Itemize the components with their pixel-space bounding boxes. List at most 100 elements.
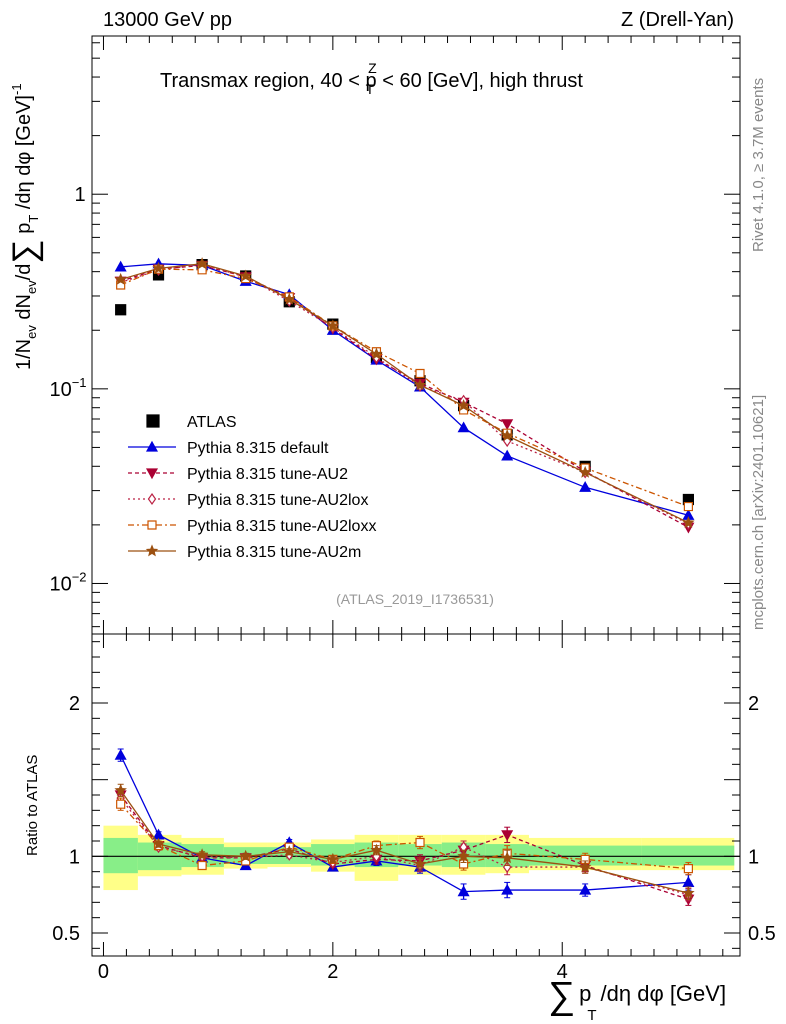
series-2-ratio-line xyxy=(120,797,689,896)
xlabel-sum: ∑ xyxy=(548,975,575,1017)
x-axis-label: ∑ p T/dη dφ [GeV] xyxy=(548,975,726,1024)
series-3-ratio-line xyxy=(120,803,689,870)
atlas-data-point xyxy=(115,304,127,316)
ylabel-d: p xyxy=(13,223,35,240)
series-3-line xyxy=(120,268,689,508)
series-4-ratio-line xyxy=(120,790,689,894)
series-0-point xyxy=(501,449,514,461)
ylabel-ev2: ev xyxy=(24,280,39,294)
title-part-a: Transmax region, 40 < p xyxy=(160,70,377,92)
ratio-tick-label-left: 1 xyxy=(69,846,80,868)
series-1-point xyxy=(501,419,514,431)
xlabel-p: p xyxy=(579,981,591,1006)
series-1-line xyxy=(120,264,689,528)
uncertainty-band-inner xyxy=(103,837,138,874)
legend-label-series-2: Pythia 8.315 tune-AU2lox xyxy=(187,492,368,509)
ylabel-sup: -1 xyxy=(9,83,24,95)
ylabel-c: /d xyxy=(13,264,35,281)
series-4-point xyxy=(114,272,127,285)
y-tick-label: 10−2 xyxy=(49,569,86,595)
series-4-ratio-point xyxy=(457,849,470,862)
uncertainty-band-inner xyxy=(641,845,735,866)
title-sup: Z xyxy=(368,60,377,76)
legend-label-atlas: ATLAS xyxy=(187,414,237,431)
series-0-point xyxy=(114,260,127,272)
x-tick-label: 2 xyxy=(327,961,338,983)
series-4-point xyxy=(152,261,165,274)
ratio-tick-label-right: 2 xyxy=(748,693,759,715)
series-4-ratio-point xyxy=(578,860,592,873)
legend-marker-series-2 xyxy=(147,492,157,506)
legend-marker-atlas xyxy=(146,414,160,428)
series-4-ratio-point xyxy=(195,848,209,861)
mcplots-label: mcplots.cern.ch [arXiv:2401.10621] xyxy=(750,395,767,630)
legend-marker-series-3 xyxy=(147,520,157,530)
series-4-ratio-point xyxy=(283,845,296,858)
rivet-label: Rivet 4.1.0, ≥ 3.7M events xyxy=(750,78,767,252)
series-0-ratio-line xyxy=(120,754,689,893)
legend-label-series-4: Pythia 8.315 tune-AU2m xyxy=(187,544,361,561)
series-4-line xyxy=(120,263,689,524)
ratio-tick-label-right: 1 xyxy=(748,846,759,868)
series-4-ratio-point xyxy=(152,837,165,850)
series-1-ratio-point xyxy=(501,830,514,842)
series-0-point xyxy=(457,421,470,433)
series-4-point xyxy=(283,292,296,305)
series-4-ratio-point xyxy=(370,843,383,856)
xlabel-rest: /dη dφ [GeV] xyxy=(601,981,727,1006)
series-4-ratio-point xyxy=(114,783,127,796)
header-left: 13000 GeV pp xyxy=(103,9,232,31)
title-part-b: < 60 [GeV], high thrust xyxy=(377,70,584,92)
series-4-ratio-point xyxy=(413,857,427,870)
series-4-point xyxy=(500,429,514,442)
ylabel-e: /dη dφ [GeV] xyxy=(13,95,35,215)
legend-label-series-1: Pythia 8.315 tune-AU2 xyxy=(187,466,348,483)
series-4-ratio-point xyxy=(326,852,340,865)
series-4-point xyxy=(682,516,695,529)
ratio-plot-frame xyxy=(91,633,741,957)
series-4-point xyxy=(195,257,209,270)
legend-marker-series-1 xyxy=(145,468,159,480)
header-right: Z (Drell-Yan) xyxy=(621,9,734,31)
legend-marker-series-0 xyxy=(145,440,159,452)
y-axis-label: 1/Nev dNev/d∑ pT /dη dφ [GeV]-1 xyxy=(6,83,44,370)
series-4-point xyxy=(326,319,340,332)
series-3-ratio-point xyxy=(116,799,126,809)
series-0-ratio-point xyxy=(114,748,127,760)
series-1-ratio-line xyxy=(120,794,689,900)
series-3-point xyxy=(683,501,693,512)
series-3-ratio-point xyxy=(415,837,425,848)
series-4-ratio-point xyxy=(500,851,514,864)
plot-title: Transmax region, 40 < pTZ < 60 [GeV], hi… xyxy=(160,60,583,97)
series-0-point xyxy=(579,481,592,492)
x-tick-label: 4 xyxy=(557,961,568,983)
series-0-ratio-point xyxy=(457,885,470,897)
title-sub: T xyxy=(366,81,375,97)
series-2-line xyxy=(120,263,689,525)
x-tick-label: 0 xyxy=(98,961,109,983)
series-3-point xyxy=(415,368,425,379)
series-4-point xyxy=(578,465,592,478)
series-0-ratio-point xyxy=(682,876,695,887)
series-3-ratio-point xyxy=(683,864,693,874)
ratio-tick-label-left: 0.5 xyxy=(52,923,80,945)
legend-label-series-0: Pythia 8.315 default xyxy=(187,440,329,457)
y-tick-label: 1 xyxy=(74,184,85,206)
ratio-tick-label-left: 2 xyxy=(69,693,80,715)
series-3-ratio-point xyxy=(197,860,207,871)
ratio-tick-label-right: 0.5 xyxy=(748,923,776,945)
ylabel-b: dN xyxy=(13,294,35,325)
series-4-ratio-point xyxy=(682,886,695,899)
series-0-ratio-point xyxy=(579,883,592,895)
analysis-id: (ATLAS_2019_I1736531) xyxy=(336,591,494,607)
ylabel-ev1: ev xyxy=(24,325,39,339)
series-4-ratio-point xyxy=(239,849,252,862)
series-4-point xyxy=(239,269,252,282)
ylabel-sum: ∑ xyxy=(6,239,44,263)
series-4-point xyxy=(457,399,470,411)
legend-label-series-3: Pythia 8.315 tune-AU2loxx xyxy=(187,518,376,535)
legend-marker-series-4 xyxy=(145,544,159,557)
ylabel-a: 1/N xyxy=(13,339,35,370)
xlabel-sub: T xyxy=(587,1007,596,1024)
